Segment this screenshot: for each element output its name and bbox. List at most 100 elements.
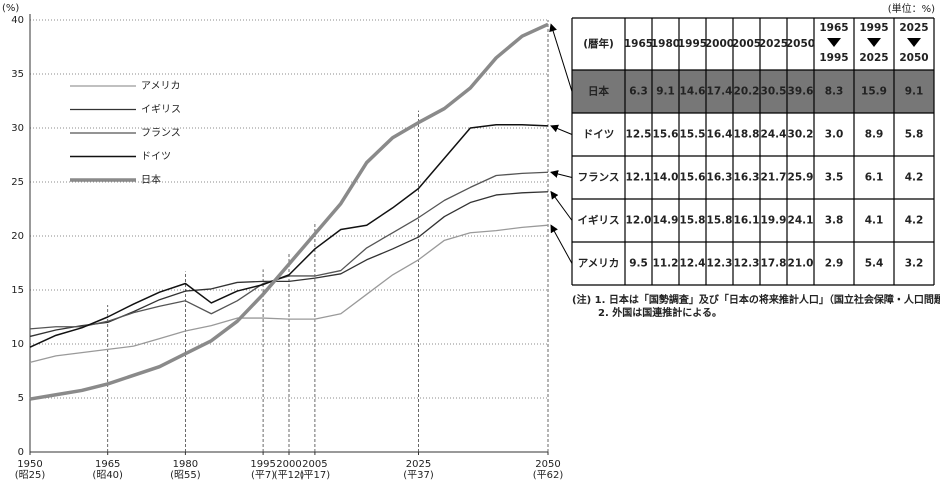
- x-tick-label: 1995: [250, 459, 275, 470]
- table-cell: 3.8: [825, 215, 844, 227]
- table-cell: 4.2: [905, 172, 924, 184]
- connector: [550, 224, 573, 264]
- table-cell: 15.6: [653, 129, 679, 141]
- x-tick-label: 1965: [95, 459, 120, 470]
- connector: [550, 124, 573, 135]
- table-cell: 17.4: [707, 86, 733, 98]
- x-tick-label: 2005: [302, 459, 327, 470]
- table-cell: 30.5: [761, 86, 787, 98]
- table-cell: 21.7: [761, 172, 787, 184]
- table-cell: 16.1: [734, 215, 760, 227]
- note: (注) 1. 日本は「国勢調査」及び「日本の将来推計人口」（国立社会保障・人口問…: [572, 293, 940, 306]
- note: 2. 外国は国連推計による。: [598, 306, 722, 319]
- table-cell: 12.3: [707, 258, 733, 270]
- y-tick-label: 35: [11, 69, 24, 80]
- table-cell: 12.0: [626, 215, 652, 227]
- y-tick-label: 40: [11, 15, 24, 26]
- table-cell: 17.8: [761, 258, 787, 270]
- x-tick-label: 2050: [535, 459, 560, 470]
- table-header: 1980: [651, 38, 680, 50]
- table-cell: 9.5: [629, 258, 648, 270]
- table-header: 1995: [678, 38, 707, 50]
- table-cell: 15.9: [861, 86, 887, 98]
- table-cell: 5.4: [865, 258, 884, 270]
- table-japan-row: [572, 70, 934, 113]
- table-cell: 2.9: [825, 258, 844, 270]
- table-cell: 14.6: [680, 86, 706, 98]
- x-tick-sublabel: (平37): [403, 470, 434, 481]
- x-tick-sublabel: (平17): [300, 470, 331, 481]
- series-line: [29, 171, 549, 330]
- header-arrow: [907, 38, 921, 47]
- x-tick-label: 1980: [173, 459, 198, 470]
- table-cell: 6.1: [865, 172, 884, 184]
- table-cell: 25.9: [788, 172, 814, 184]
- table-cell: 15.6: [680, 172, 706, 184]
- legend-label: 日本: [141, 173, 161, 186]
- y-tick-label: 30: [11, 123, 24, 134]
- table-header: (暦年): [583, 37, 614, 50]
- x-tick-sublabel: (平62): [533, 470, 564, 481]
- table-cell: 15.5: [680, 129, 706, 141]
- table-cell: 11.2: [653, 258, 679, 270]
- legend-label: ドイツ: [141, 152, 171, 163]
- table-cell: 4.2: [905, 215, 924, 227]
- table-cell: 24.4: [761, 129, 787, 141]
- y-tick-label: 10: [11, 339, 24, 350]
- header-arrow: [867, 38, 881, 47]
- table-cell: 12.1: [626, 172, 652, 184]
- table-cell: 12.3: [734, 258, 760, 270]
- y-tick-label: 20: [11, 231, 24, 242]
- table-unit: (単位：%): [888, 2, 935, 15]
- table-cell: 19.9: [761, 215, 787, 227]
- table-header: 2025: [899, 22, 928, 34]
- table-cell: 15.8: [680, 215, 706, 227]
- table-cell: 5.8: [905, 129, 924, 141]
- table-cell: 15.8: [707, 215, 733, 227]
- table-header: 2050: [786, 38, 815, 50]
- y-tick-label: 15: [11, 285, 24, 296]
- table-header: 1995: [859, 22, 888, 34]
- table-cell: 14.9: [653, 215, 679, 227]
- x-tick-sublabel: (昭25): [15, 469, 46, 481]
- table-row-label: 日本: [588, 85, 609, 98]
- table-cell: 39.6: [788, 86, 814, 98]
- table-cell: 3.2: [905, 258, 924, 270]
- connector: [549, 23, 573, 92]
- x-tick-label: 2025: [406, 459, 431, 470]
- x-tick-sublabel: (平12): [274, 470, 305, 481]
- header-arrow: [827, 38, 841, 47]
- table-row-label: イギリス: [578, 214, 620, 227]
- table-cell: 21.0: [788, 258, 814, 270]
- table-cell: 8.3: [825, 86, 844, 98]
- x-tick-label: 2000: [276, 459, 301, 470]
- table-cell: 16.3: [734, 172, 760, 184]
- table-cell: 30.2: [788, 129, 814, 141]
- table-header: 1965: [624, 38, 653, 50]
- table-cell: 16.4: [707, 129, 733, 141]
- table-row-label: ドイツ: [583, 129, 615, 141]
- table-header: 2025: [759, 38, 788, 50]
- table-header: 2050: [899, 52, 928, 64]
- legend-label: アメリカ: [141, 80, 181, 92]
- x-tick-sublabel: (平7): [251, 470, 275, 481]
- y-tick-label: 0: [18, 447, 24, 458]
- table-header: 2025: [859, 52, 888, 64]
- y-tick-label: 25: [11, 177, 24, 188]
- x-tick-sublabel: (昭40): [92, 469, 123, 481]
- table-cell: 16.3: [707, 172, 733, 184]
- table-cell: 3.0: [825, 129, 844, 141]
- table-cell: 20.2: [734, 86, 760, 98]
- table-row-label: アメリカ: [578, 258, 619, 270]
- series-line: [29, 224, 549, 363]
- table-cell: 9.1: [905, 86, 924, 98]
- table: (暦年) 196519801995200020052025205019651995…: [571, 17, 935, 286]
- table-row-label: フランス: [578, 172, 620, 184]
- table-cell: 24.1: [788, 215, 814, 227]
- x-tick-sublabel: (昭55): [170, 469, 201, 481]
- table-cell: 12.4: [680, 258, 706, 270]
- table-cell: 8.9: [865, 129, 884, 141]
- table-cell: 12.5: [626, 129, 652, 141]
- table-cell: 3.5: [825, 172, 844, 184]
